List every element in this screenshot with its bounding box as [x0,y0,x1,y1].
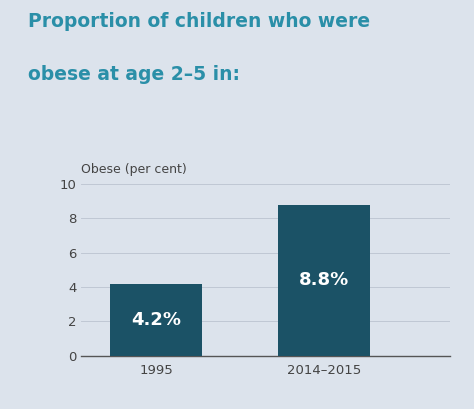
Text: 4.2%: 4.2% [131,311,181,329]
Text: Proportion of children who were: Proportion of children who were [28,12,371,31]
Text: obese at age 2–5 in:: obese at age 2–5 in: [28,65,240,84]
Bar [278,204,371,356]
Bar [110,284,202,356]
Text: Obese (per cent): Obese (per cent) [81,163,186,176]
Text: 8.8%: 8.8% [299,271,349,289]
